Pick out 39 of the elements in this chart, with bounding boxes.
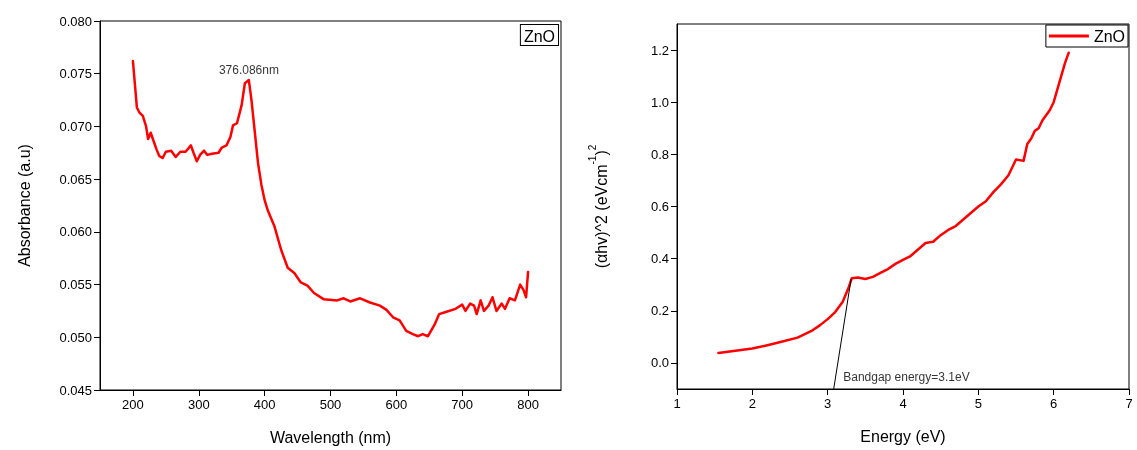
y-tick-label: 0.065 <box>59 171 92 187</box>
annotation: Bandgap energy=3.1eV <box>843 370 970 384</box>
line-series <box>717 51 1070 355</box>
x-tick-label: 5 <box>974 396 982 411</box>
x-tick-label: 300 <box>187 397 210 412</box>
y-tick-label: 0.075 <box>59 66 92 82</box>
x-tick-label: 700 <box>451 397 474 412</box>
y-tick-label: 0.045 <box>59 382 92 398</box>
legend-label: ZnO <box>1093 27 1126 45</box>
y-tick-label: 0.0 <box>650 355 669 371</box>
x-tick-label: 500 <box>319 397 342 412</box>
y-tick-label: 0.6 <box>650 199 669 214</box>
annotation: ZnO <box>523 27 556 45</box>
x-tick-label: 3 <box>824 396 832 411</box>
y-tick-label: 0.080 <box>59 13 92 29</box>
y-tick-label: 0.8 <box>650 146 669 162</box>
x-axis-title: Wavelength (nm) <box>269 428 392 446</box>
y-tick-label: 0.050 <box>59 329 92 345</box>
x-tick-label: 600 <box>385 397 408 412</box>
x-tick-label: 2 <box>748 396 756 411</box>
x-tick-label: 7 <box>1125 396 1133 411</box>
y-tick-label: 0.070 <box>59 118 92 134</box>
line-series <box>131 59 530 338</box>
x-axis-title: Energy (eV) <box>860 427 946 445</box>
y-axis-title: (αhv)^2 (eVcm-1)2 <box>586 144 610 269</box>
x-tick-label: 1 <box>673 396 681 411</box>
x-tick-label: 400 <box>253 397 276 412</box>
y-tick-label: 1.0 <box>650 94 669 110</box>
x-tick-label: 6 <box>1050 396 1058 411</box>
x-tick-label: 800 <box>517 397 539 412</box>
y-tick-label: 0.055 <box>59 277 92 293</box>
y-tick-label: 0.4 <box>650 251 669 267</box>
y-tick-label: 0.2 <box>650 303 669 319</box>
annotation: 376.086nm <box>218 63 279 78</box>
y-tick-label: 1.2 <box>650 42 669 58</box>
x-tick-label: 200 <box>122 397 144 412</box>
y-axis-title: Absorbance (a.u) <box>15 144 33 267</box>
y-tick-label: 0.060 <box>59 224 92 240</box>
x-tick-label: 4 <box>899 396 907 411</box>
